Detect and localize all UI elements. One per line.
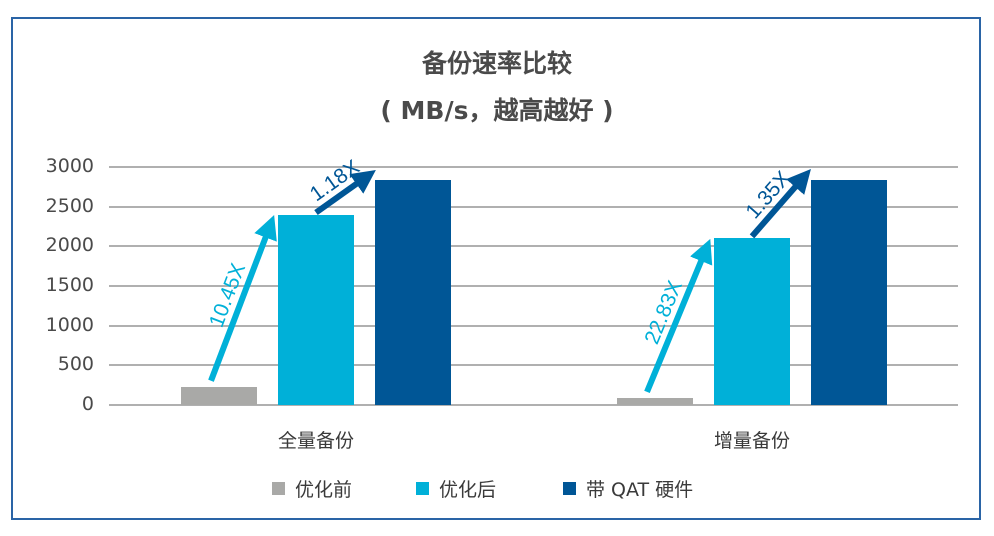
legend-label: 优化前 bbox=[295, 479, 353, 501]
legend-label: 优化后 bbox=[439, 479, 497, 501]
chart-frame bbox=[11, 17, 981, 520]
growth-arrow bbox=[644, 238, 713, 394]
growth-arrow bbox=[749, 168, 811, 239]
x-category-label: 增量备份 bbox=[713, 430, 790, 452]
growth-arrow bbox=[314, 170, 376, 216]
gridline bbox=[109, 404, 958, 406]
bar bbox=[278, 214, 354, 405]
gridline bbox=[109, 245, 958, 248]
y-tick-label: 3000 bbox=[45, 155, 94, 177]
y-tick-label: 0 bbox=[81, 393, 94, 415]
x-category-label: 全量备份 bbox=[277, 430, 354, 452]
gridline bbox=[109, 324, 958, 327]
bar bbox=[714, 238, 790, 405]
legend: 优化前 优化后 带 QAT 硬件 bbox=[0, 475, 994, 501]
y-tick-label: 2500 bbox=[45, 194, 94, 217]
bar bbox=[811, 180, 887, 405]
legend-item: 优化后 bbox=[416, 475, 496, 502]
chart-title: 备份速率比较 bbox=[421, 49, 572, 78]
growth-arrow bbox=[208, 214, 277, 382]
y-tick-label: 1500 bbox=[45, 274, 94, 296]
legend-swatch-icon bbox=[416, 482, 429, 495]
bar bbox=[617, 397, 693, 405]
legend-swatch-icon bbox=[563, 482, 576, 495]
legend-swatch-icon bbox=[272, 482, 285, 495]
legend-label: 带 QAT 硬件 bbox=[586, 479, 694, 501]
gridline bbox=[109, 166, 958, 168]
gridline bbox=[109, 205, 958, 208]
legend-item: 优化前 bbox=[272, 475, 352, 502]
bar bbox=[375, 180, 451, 405]
legend-item: 带 QAT 硬件 bbox=[563, 475, 693, 502]
y-tick-label: 500 bbox=[57, 353, 94, 376]
y-tick-label: 1000 bbox=[45, 313, 94, 336]
bar bbox=[181, 386, 257, 405]
gridline bbox=[109, 364, 958, 367]
chart-subtitle: ( MB/s，越高越好 ) bbox=[380, 96, 614, 125]
gridline bbox=[109, 285, 958, 287]
y-tick-label: 2000 bbox=[45, 234, 94, 257]
